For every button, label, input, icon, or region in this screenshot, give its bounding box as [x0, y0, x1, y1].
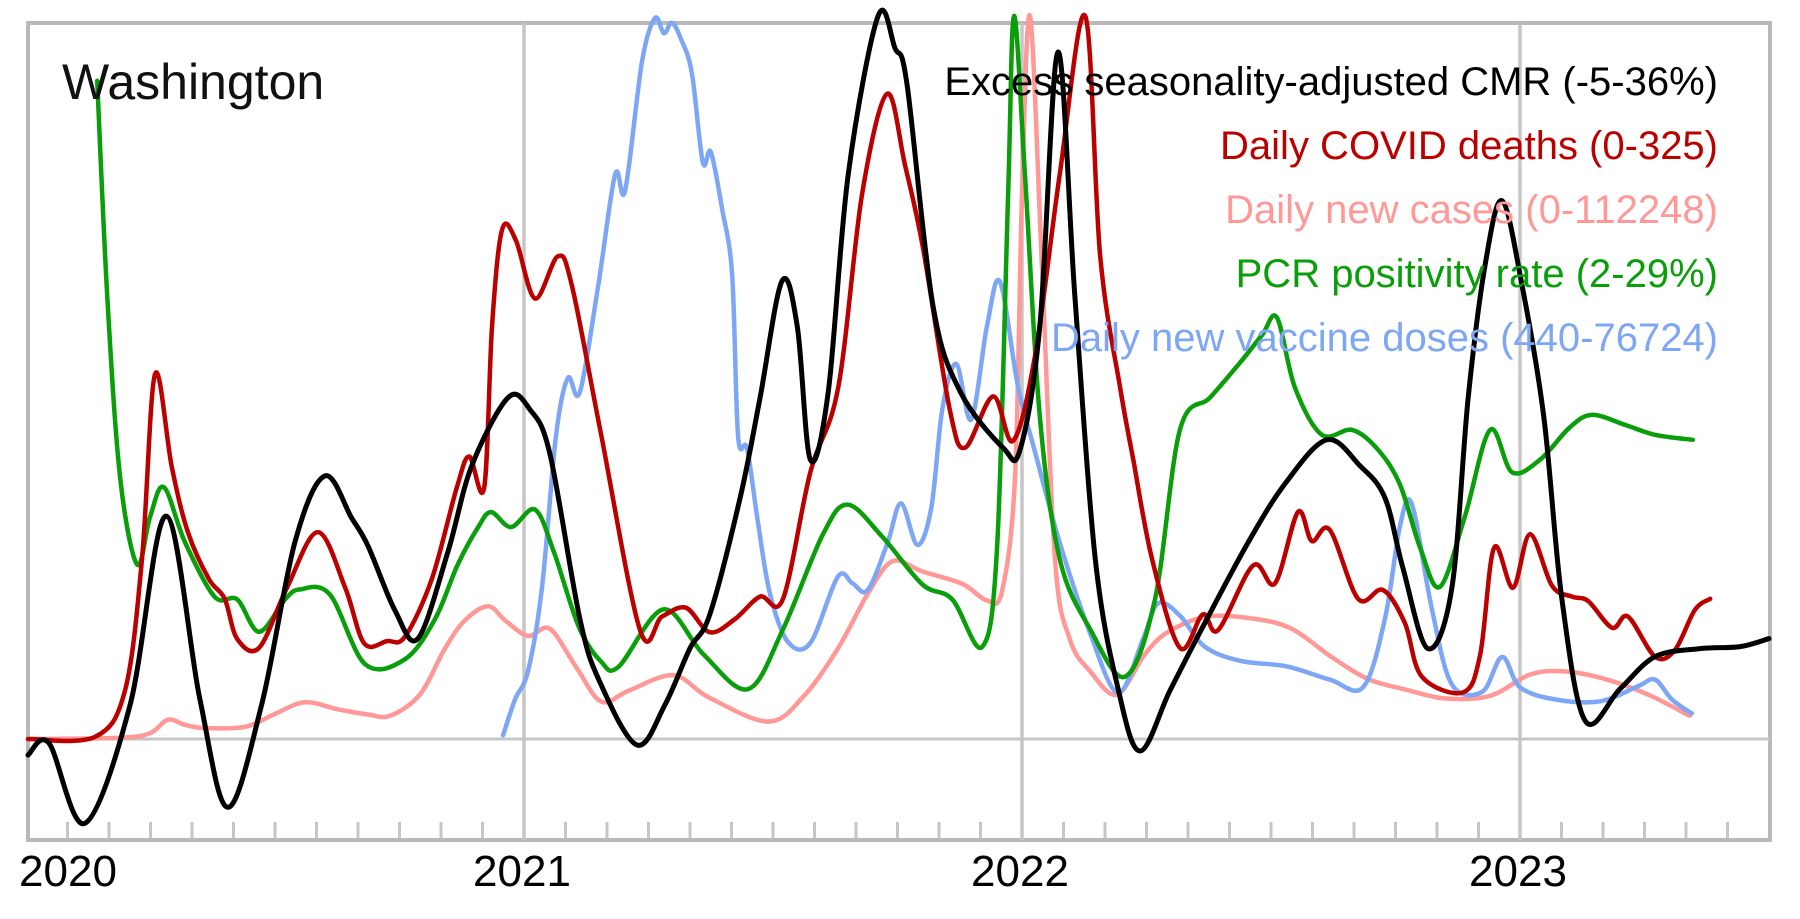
- plot-border: [26, 21, 1772, 842]
- legend-item-new-cases: Daily new cases (0-112248): [1225, 188, 1718, 232]
- series-line-pcr-positivity: [94, 13, 1696, 692]
- x-tick-label-2020: 2020: [19, 847, 117, 896]
- series-line-new-cases: [25, 13, 1693, 742]
- series-lines: [25, 7, 1772, 826]
- legend-item-covid-deaths: Daily COVID deaths (0-325): [1220, 124, 1718, 168]
- x-axis-labels: 2020 2021 2022 2023: [19, 847, 1567, 896]
- series-line-excess-cmr: [25, 7, 1772, 826]
- x-tick-label-2022: 2022: [971, 847, 1069, 896]
- series-line-vaccine-doses: [500, 15, 1695, 738]
- month-tick-marks: [66, 822, 1729, 838]
- chart-title: Washington: [62, 54, 324, 110]
- x-tick-label-2023: 2023: [1469, 847, 1567, 896]
- legend-item-pcr-positivity: PCR positivity rate (2-29%): [1236, 252, 1718, 296]
- legend: Excess seasonality-adjusted CMR (-5-36%)…: [944, 60, 1718, 360]
- series-line-covid-deaths: [25, 12, 1713, 744]
- legend-item-excess-cmr: Excess seasonality-adjusted CMR (-5-36%): [944, 60, 1718, 104]
- x-tick-label-2021: 2021: [473, 847, 571, 896]
- legend-item-vaccine-doses: Daily new vaccine doses (440-76724): [1051, 316, 1718, 360]
